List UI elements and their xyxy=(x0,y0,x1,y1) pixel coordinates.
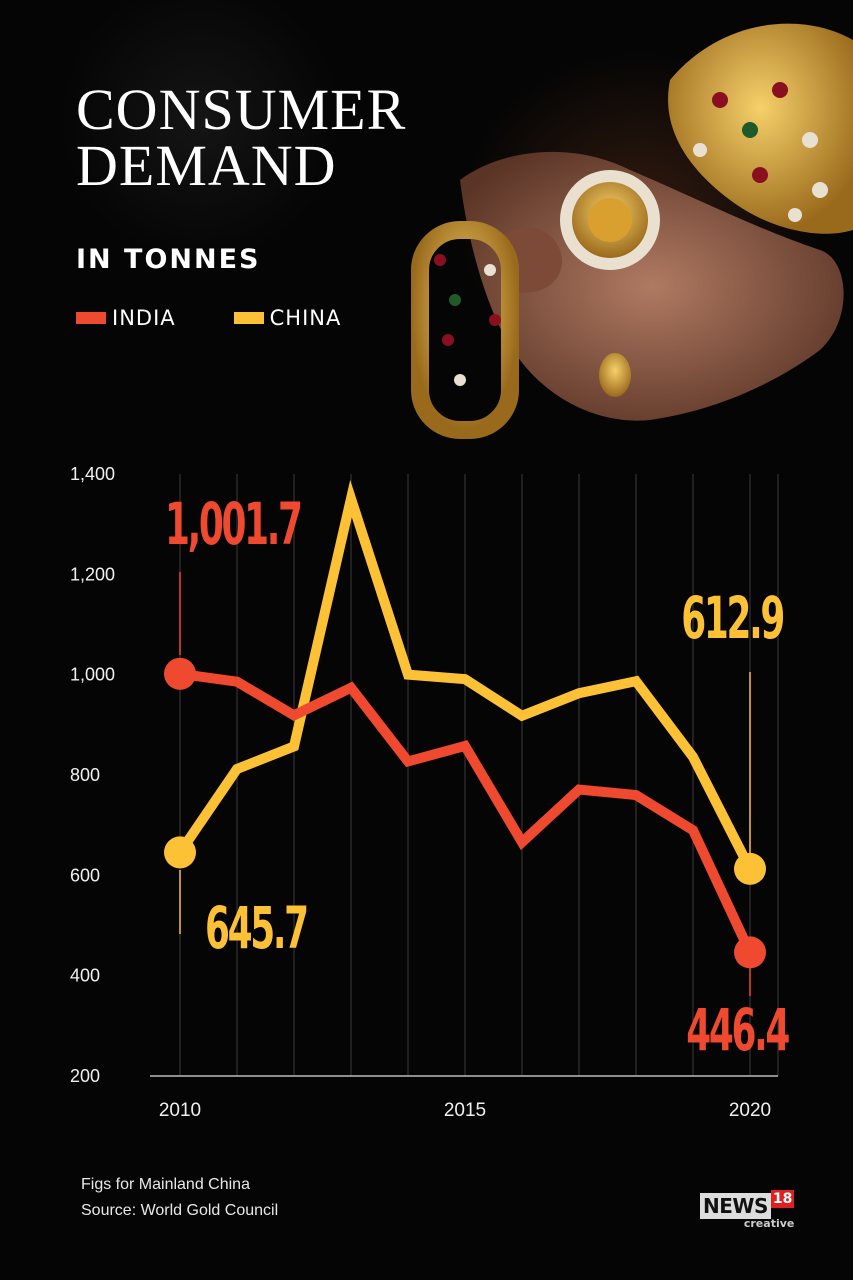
annotation-china-2010-dot xyxy=(164,836,196,869)
y-tick-label: 200 xyxy=(70,1066,100,1086)
y-tick-label: 1,400 xyxy=(70,464,115,484)
necklace-ornament xyxy=(668,23,853,234)
x-tick-label: 2015 xyxy=(444,1100,486,1121)
legend-item-china: CHINA xyxy=(233,306,342,330)
series-line-china xyxy=(175,479,755,872)
y-tick-label: 800 xyxy=(70,765,100,785)
jewellery-hand-image xyxy=(411,23,853,439)
line-chart: 1,400 1,200 1,000 800 600 400 200 2010 2015 2020 1… xyxy=(70,464,792,1121)
annotation-india-2010-dot xyxy=(164,657,196,690)
logo-sub-text: creative xyxy=(743,1217,795,1230)
legend-swatch-china xyxy=(233,312,264,324)
footer: Figs for Mainland China Source: World Go… xyxy=(81,1172,278,1224)
annotation-china-2010-label: 645.7 xyxy=(205,896,307,962)
annotation-india-2020-label: 446.4 xyxy=(686,998,789,1064)
footer-source: Source: World Gold Council xyxy=(81,1202,279,1219)
legend: INDIA CHINA xyxy=(76,306,399,330)
series-line-india xyxy=(179,668,755,955)
annotation-india-2020-dot xyxy=(734,936,766,969)
legend-label-china: CHINA xyxy=(269,306,342,330)
logo-18-text: 18 xyxy=(770,1190,795,1208)
x-tick-label: 2010 xyxy=(159,1100,201,1121)
title-line-1: CONSUMER xyxy=(76,77,407,142)
annotation-china-2020-dot xyxy=(734,852,766,885)
y-tick-label: 1,200 xyxy=(70,564,115,584)
chart-title: CONSUMER DEMAND xyxy=(76,77,496,198)
pendant xyxy=(560,170,660,270)
hand-shape xyxy=(460,151,844,421)
title-line-2: DEMAND xyxy=(76,133,337,198)
y-tick-label: 600 xyxy=(70,865,100,885)
y-tick-label: 1,000 xyxy=(70,665,115,685)
annotation-china-2020-label: 612.9 xyxy=(681,586,783,652)
legend-item-india: INDIA xyxy=(76,306,176,330)
bracelet xyxy=(411,221,519,439)
news18-logo: NEWS 18 creative xyxy=(700,1190,795,1230)
legend-swatch-india xyxy=(76,312,106,324)
legend-label-india: INDIA xyxy=(112,306,176,330)
x-tick-label: 2020 xyxy=(729,1100,771,1121)
y-tick-label: 400 xyxy=(70,966,100,986)
footer-note: Figs for Mainland China xyxy=(81,1176,250,1193)
ring xyxy=(599,353,631,397)
chart-subtitle: IN TONNES xyxy=(76,244,261,275)
annotation-india-2010-label: 1,001.7 xyxy=(165,492,301,558)
logo-news-text: NEWS xyxy=(700,1193,771,1219)
